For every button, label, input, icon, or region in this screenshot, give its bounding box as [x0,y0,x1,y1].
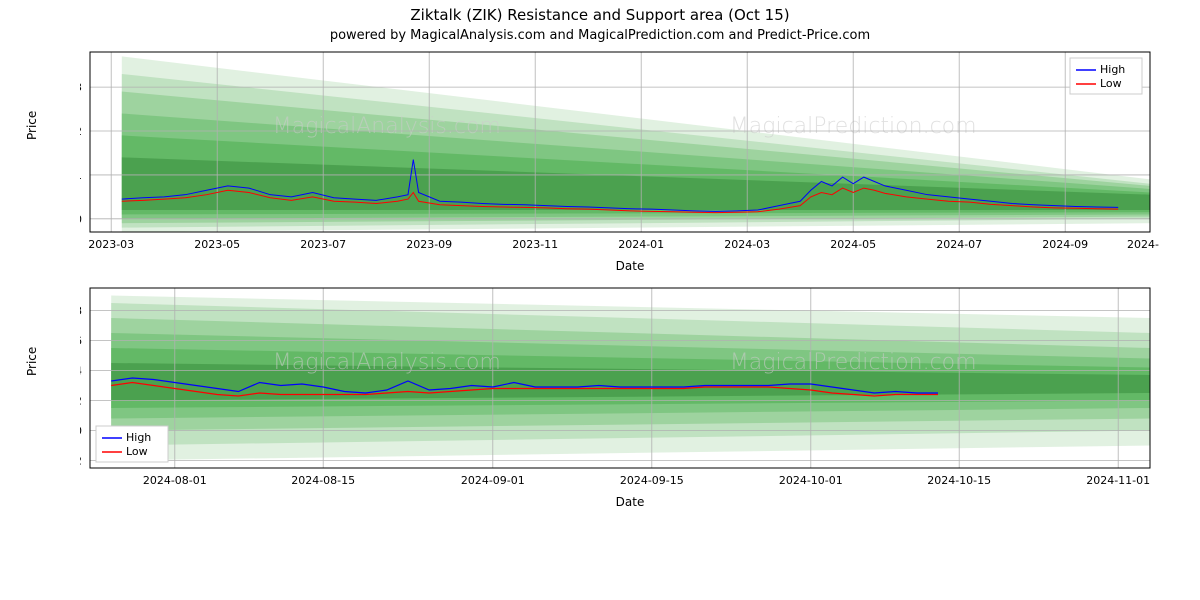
ytick-label: 0.002 [80,395,82,408]
xtick-label: 2023-03 [88,238,134,251]
chart-top-container: Price MagicalAnalysis.comMagicalPredicti… [80,47,1180,273]
chart1-plot: MagicalAnalysis.comMagicalPrediction.com… [80,47,1160,257]
chart-subtitle: powered by MagicalAnalysis.com and Magic… [0,24,1200,47]
xtick-label: 2024-11-01 [1086,474,1150,487]
legend-high-label: High [1100,63,1125,76]
xtick-label: 2024-08-15 [291,474,355,487]
xtick-label: 2024-07 [936,238,982,251]
watermark-text: MagicalAnalysis.com [273,114,501,139]
xtick-label: 2024-08-01 [143,474,207,487]
legend: HighLow [1070,58,1142,94]
legend-high-label: High [126,431,151,444]
xtick-label: 2024-09 [1042,238,1088,251]
xtick-label: 2023-05 [194,238,240,251]
xtick-label: 2024-03 [724,238,770,251]
chart-bottom-container: Price MagicalAnalysis.comMagicalPredicti… [80,283,1180,509]
chart-title: Ziktalk (ZIK) Resistance and Support are… [0,0,1200,24]
ytick-label: 0.004 [80,365,82,378]
chart2-xlabel: Date [80,495,1180,509]
xtick-label: 2024-09-01 [461,474,525,487]
ytick-label: 0.000 [80,425,82,438]
ytick-label: 0.02 [80,125,82,138]
chart2-ylabel: Price [25,347,39,376]
ytick-label: 0.008 [80,305,82,318]
legend: HighLow [96,426,168,462]
chart1-ylabel: Price [25,111,39,140]
chart1-xlabel: Date [80,259,1180,273]
ytick-label: 0.00 [80,213,82,226]
legend-low-label: Low [126,445,148,458]
ytick-label: 0.03 [80,81,82,94]
ytick-label: 0.01 [80,169,82,182]
chart2-plot: MagicalAnalysis.com MagicalPrediction.com… [80,283,1160,493]
xtick-label: 2024-10-15 [927,474,991,487]
ytick-label: 0.006 [80,335,82,348]
xtick-label: 2024-09-15 [620,474,684,487]
xtick-label: 2024-10-01 [779,474,843,487]
legend-low-label: Low [1100,77,1122,90]
watermark-text: MagicalPrediction.com [730,350,977,375]
watermark-text: MagicalAnalysis.com [273,350,501,375]
xtick-label: 2023-07 [300,238,346,251]
ytick-label: −0.002 [80,455,82,468]
xtick-label: 2024-11 [1127,238,1160,251]
xtick-label: 2024-01 [618,238,664,251]
xtick-label: 2023-11 [512,238,558,251]
xtick-label: 2023-09 [406,238,452,251]
xtick-label: 2024-05 [830,238,876,251]
